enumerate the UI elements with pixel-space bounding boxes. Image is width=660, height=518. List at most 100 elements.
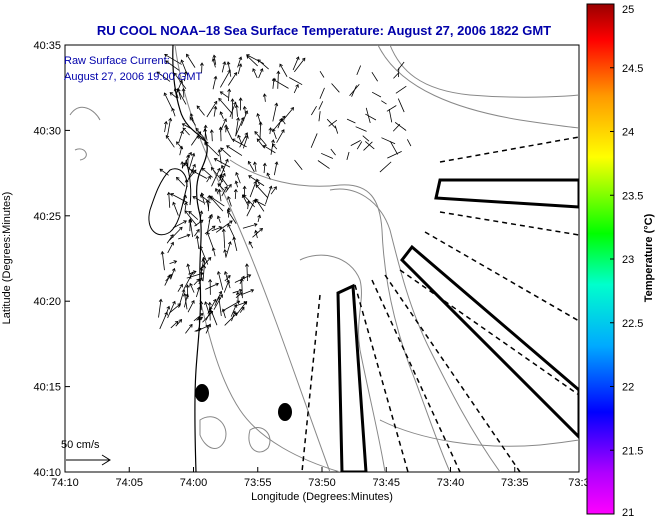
current-vector-head xyxy=(199,313,204,317)
current-vector xyxy=(277,118,282,129)
current-vector-head xyxy=(247,160,252,165)
current-vector xyxy=(192,196,204,203)
current-vector-head xyxy=(199,194,204,199)
current-vector-head xyxy=(199,316,204,321)
current-vector-head xyxy=(266,172,271,177)
current-vector-head xyxy=(223,249,228,253)
current-vector-head xyxy=(281,129,285,133)
x-tick-label: 73:35 xyxy=(501,477,529,489)
depth-contour-hills xyxy=(199,416,271,453)
chart-title: RU COOL NOAA–18 Sea Surface Temperature:… xyxy=(97,23,551,38)
current-vector-head xyxy=(210,166,215,171)
current-vector xyxy=(219,118,227,132)
current-vector xyxy=(204,125,207,145)
current-vector-head xyxy=(209,129,214,133)
current-vector-head xyxy=(209,213,213,218)
current-vector xyxy=(165,60,180,71)
current-vector-head xyxy=(202,264,207,269)
current-vector xyxy=(195,287,200,298)
current-vector xyxy=(206,175,211,183)
current-vector xyxy=(220,91,229,98)
current-vector xyxy=(272,115,286,132)
current-vector-head xyxy=(195,235,200,239)
current-vector-head xyxy=(253,161,257,165)
current-vector xyxy=(349,84,360,97)
current-vector-head xyxy=(227,195,231,200)
current-vector xyxy=(196,235,200,249)
current-vector-head xyxy=(186,263,191,268)
current-vector-head xyxy=(169,92,174,96)
current-vector-head xyxy=(171,107,175,112)
current-vector-head xyxy=(168,274,172,278)
current-vector-head xyxy=(226,207,231,211)
current-vector xyxy=(237,63,242,74)
current-vector-head xyxy=(234,104,239,108)
current-vector-head xyxy=(179,283,183,288)
current-vector xyxy=(319,70,325,78)
current-vector-head xyxy=(185,293,189,297)
depth-contour-east xyxy=(379,419,579,447)
current-vector-head xyxy=(225,158,229,163)
exclusion-zone-southeast xyxy=(400,244,579,440)
current-vector xyxy=(235,172,241,184)
current-vector-head xyxy=(199,219,204,224)
current-vector xyxy=(177,88,182,100)
current-vector-head xyxy=(219,294,223,298)
current-vector-head xyxy=(156,71,161,75)
current-vector-head xyxy=(196,286,201,291)
current-vector-head xyxy=(192,196,197,200)
colorbar xyxy=(586,3,615,515)
current-vector xyxy=(230,304,237,317)
current-vector xyxy=(254,199,266,207)
current-vector-head xyxy=(245,54,250,58)
current-vector-head xyxy=(271,143,276,148)
current-vector-head xyxy=(189,282,193,287)
current-vector-head xyxy=(229,220,233,224)
current-vector xyxy=(240,110,248,126)
colorbar-tick-label: 24 xyxy=(622,127,634,139)
current-vector-head xyxy=(170,241,174,246)
x-tick-label: 73:50 xyxy=(308,477,336,489)
current-vector-head xyxy=(183,70,188,75)
current-vector-head xyxy=(160,250,165,255)
current-vector-head xyxy=(221,228,226,232)
colorbar-tick-label: 22 xyxy=(622,382,634,394)
current-vector xyxy=(165,135,175,148)
current-vector xyxy=(264,186,272,205)
current-vector-head xyxy=(183,220,187,224)
current-vector-head xyxy=(201,167,206,172)
colorbar-ticks: 21 21.5 22 22.5 23 23.5 24 24.5 25 xyxy=(610,3,643,518)
current-vector-head xyxy=(222,61,227,65)
current-vector xyxy=(205,283,219,290)
current-vector xyxy=(331,83,340,93)
current-vector xyxy=(406,139,412,147)
current-vector xyxy=(346,151,350,160)
current-vector xyxy=(394,122,407,131)
current-vector-head xyxy=(192,169,197,174)
y-axis-ticks: 40:10 40:15 40:20 40:25 40:30 40:35 xyxy=(33,40,70,479)
current-vector xyxy=(193,278,200,286)
current-vector xyxy=(205,142,220,157)
current-vector-head xyxy=(196,278,200,283)
current-vector xyxy=(202,311,213,323)
depth-contour-channel xyxy=(329,188,501,472)
current-vector-head xyxy=(204,301,208,305)
current-vector xyxy=(183,272,194,290)
current-vector xyxy=(220,69,231,88)
current-vector-head xyxy=(238,56,243,61)
current-vector-head xyxy=(236,117,240,121)
scale-arrow-icon xyxy=(66,454,111,466)
current-vector xyxy=(189,220,194,238)
current-vector xyxy=(166,234,174,244)
current-vector xyxy=(252,68,258,79)
current-vector xyxy=(365,113,377,121)
colorbar-tick-label: 21 xyxy=(622,507,634,518)
bay-shoreline xyxy=(148,168,188,236)
current-vector xyxy=(371,91,382,98)
current-vector xyxy=(186,164,196,182)
y-axis-label: Latitude (Degrees:Minutes) xyxy=(1,192,13,325)
current-vector xyxy=(246,263,248,282)
current-vector xyxy=(235,117,239,137)
current-vector xyxy=(164,92,173,110)
